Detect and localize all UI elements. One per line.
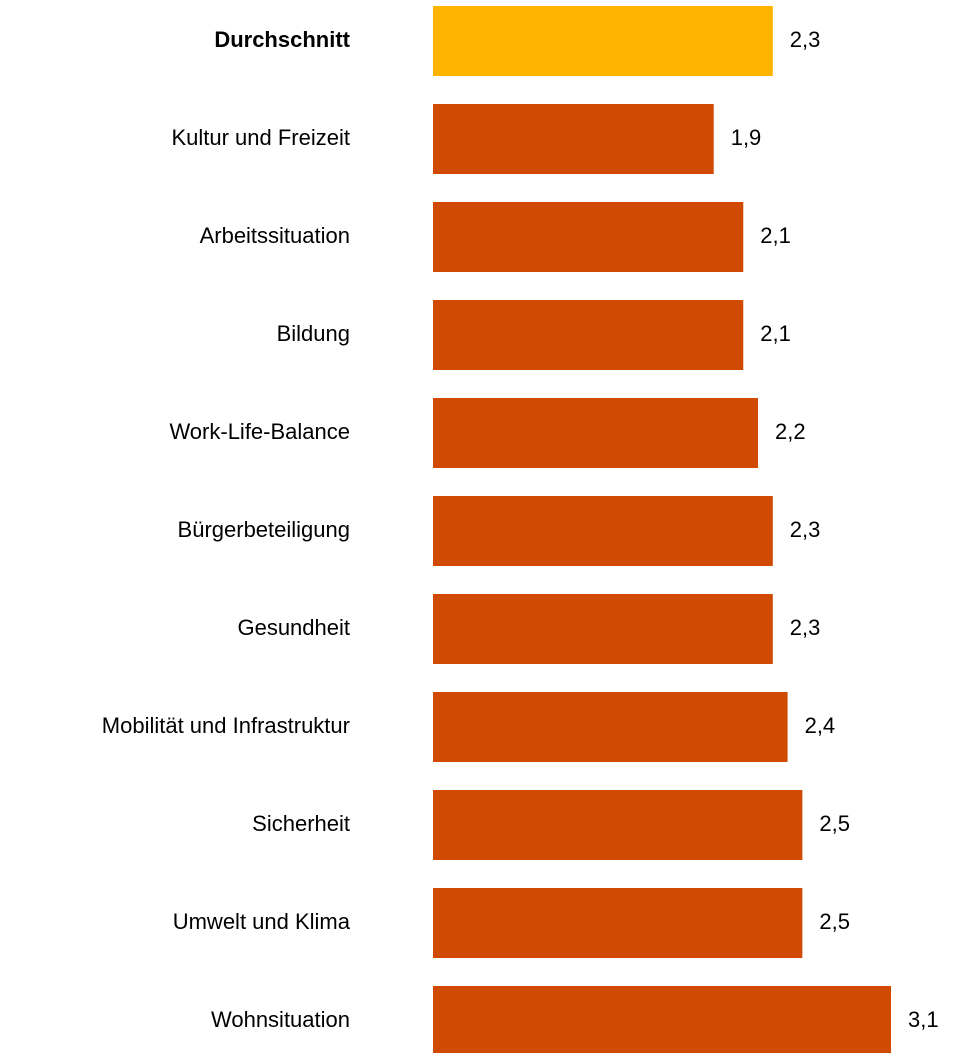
bar bbox=[433, 594, 773, 664]
bar bbox=[433, 104, 714, 174]
value-label: 2,1 bbox=[760, 321, 791, 346]
bar bbox=[433, 790, 803, 860]
value-label: 2,3 bbox=[790, 615, 821, 640]
bar bbox=[433, 300, 744, 370]
bar bbox=[433, 986, 891, 1056]
category-label: Bürgerbeteiligung bbox=[178, 517, 350, 542]
bar bbox=[433, 202, 744, 272]
bar bbox=[433, 496, 773, 566]
value-label: 2,5 bbox=[819, 811, 850, 836]
category-label: Gesundheit bbox=[237, 615, 350, 640]
value-label: 2,2 bbox=[775, 419, 806, 444]
value-label: 2,3 bbox=[790, 27, 821, 52]
value-label: 2,4 bbox=[805, 713, 836, 738]
category-label: Durchschnitt bbox=[214, 27, 350, 52]
category-label: Umwelt und Klima bbox=[173, 909, 351, 934]
category-label: Work-Life-Balance bbox=[169, 419, 350, 444]
value-label: 1,9 bbox=[731, 125, 762, 150]
value-label: 2,5 bbox=[819, 909, 850, 934]
bar bbox=[433, 6, 773, 76]
category-label: Kultur und Freizeit bbox=[171, 125, 350, 150]
category-label: Bildung bbox=[277, 321, 350, 346]
category-label: Wohnsituation bbox=[211, 1007, 350, 1032]
bar bbox=[433, 692, 788, 762]
category-label: Arbeitssituation bbox=[200, 223, 350, 248]
bar bbox=[433, 888, 803, 958]
value-label: 2,1 bbox=[760, 223, 791, 248]
category-label: Sicherheit bbox=[252, 811, 350, 836]
bar bbox=[433, 398, 759, 468]
value-label: 3,1 bbox=[908, 1007, 939, 1032]
value-label: 2,3 bbox=[790, 517, 821, 542]
category-label: Mobilität und Infrastruktur bbox=[102, 713, 350, 738]
